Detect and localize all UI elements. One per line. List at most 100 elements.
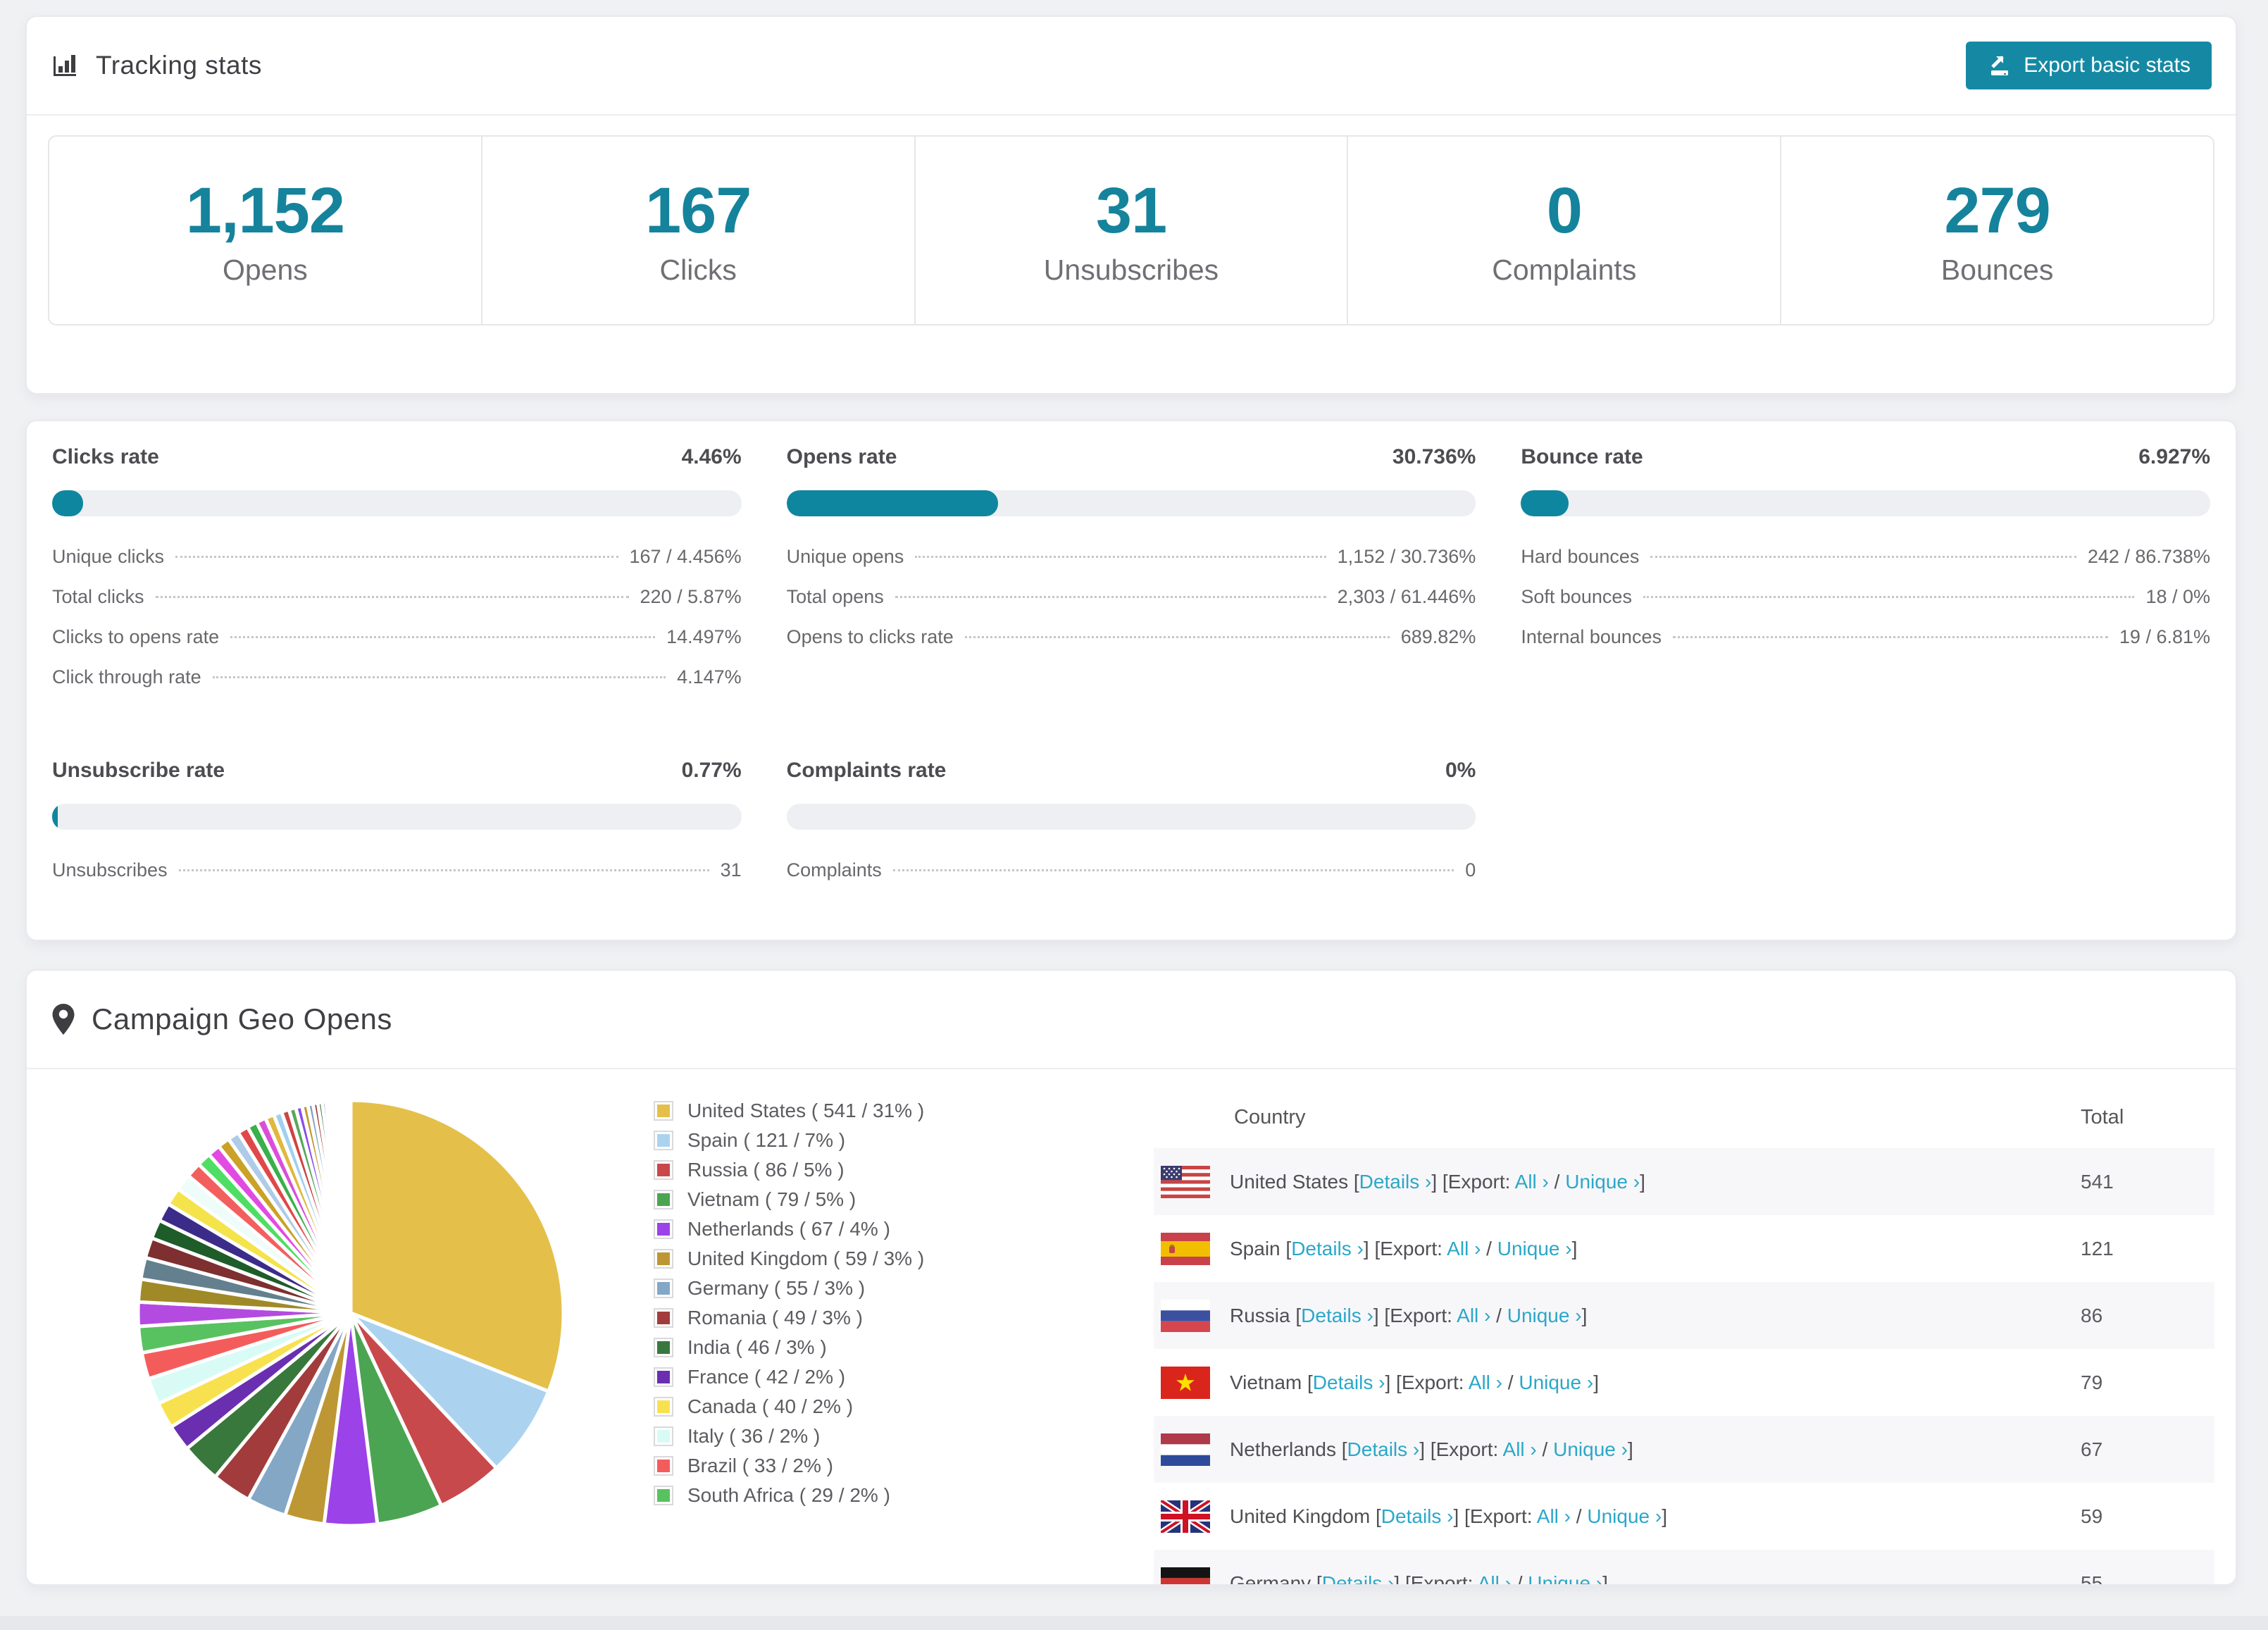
legend-label: Vietnam ( 79 / 5% ) bbox=[687, 1188, 856, 1211]
rate-detail-value: 2,303 / 61.446% bbox=[1338, 586, 1476, 608]
rate-progress-bar bbox=[787, 490, 1476, 516]
stat-label: Clicks bbox=[660, 254, 737, 287]
rate-panel-value: 6.927% bbox=[2138, 445, 2210, 469]
bracket: [ bbox=[1290, 1305, 1302, 1326]
details-link[interactable]: Details › bbox=[1291, 1238, 1364, 1259]
geo-table-row-vn: Vietnam [Details ›] [Export: All › / Uni… bbox=[1154, 1349, 2214, 1416]
legend-swatch bbox=[654, 1160, 673, 1180]
flag-de-icon bbox=[1161, 1567, 1210, 1586]
dotted-leader bbox=[156, 596, 629, 598]
rate-detail-value: 14.497% bbox=[666, 626, 742, 648]
dotted-leader bbox=[230, 636, 655, 638]
export-all-link[interactable]: All › bbox=[1447, 1238, 1481, 1259]
flag-gb-icon bbox=[1161, 1500, 1210, 1533]
rate-detail-label: Complaints bbox=[787, 859, 882, 881]
export-all-link[interactable]: All › bbox=[1478, 1572, 1512, 1586]
country-name: United States bbox=[1230, 1171, 1348, 1193]
bracket: ] bbox=[1640, 1171, 1645, 1193]
legend-label: Brazil ( 33 / 2% ) bbox=[687, 1455, 833, 1477]
rate-detail-value: 1,152 / 30.736% bbox=[1338, 546, 1476, 568]
export-unique-link[interactable]: Unique › bbox=[1587, 1505, 1662, 1527]
geo-row-text: Germany [Details ›] [Export: All › / Uni… bbox=[1230, 1572, 2081, 1586]
geo-table-header-country: Country bbox=[1234, 1106, 2081, 1129]
bracket: ] [Export: bbox=[1431, 1171, 1514, 1193]
export-all-link[interactable]: All › bbox=[1537, 1505, 1571, 1527]
export-all-link[interactable]: All › bbox=[1503, 1438, 1537, 1460]
export-unique-link[interactable]: Unique › bbox=[1528, 1572, 1602, 1586]
geo-table-row-gb: United Kingdom [Details ›] [Export: All … bbox=[1154, 1483, 2214, 1550]
legend-item: Romania ( 49 / 3% ) bbox=[654, 1303, 1048, 1333]
rate-detail-label: Unique clicks bbox=[52, 546, 164, 568]
legend-swatch-color bbox=[657, 1489, 670, 1502]
details-link[interactable]: Details › bbox=[1301, 1305, 1373, 1326]
export-unique-link[interactable]: Unique › bbox=[1565, 1171, 1640, 1193]
export-unique-link[interactable]: Unique › bbox=[1553, 1438, 1628, 1460]
legend-swatch bbox=[654, 1367, 673, 1387]
rate-detail-label: Unsubscribes bbox=[52, 859, 168, 881]
rate-detail-value: 19 / 6.81% bbox=[2119, 626, 2210, 648]
export-unique-link[interactable]: Unique › bbox=[1497, 1238, 1572, 1259]
rate-panel-value: 0% bbox=[1445, 759, 1476, 783]
export-basic-stats-button[interactable]: Export basic stats bbox=[1966, 42, 2212, 89]
legend-swatch-color bbox=[657, 1134, 670, 1147]
rate-detail-value: 220 / 5.87% bbox=[640, 586, 742, 608]
details-link[interactable]: Details › bbox=[1381, 1505, 1454, 1527]
export-unique-link[interactable]: Unique › bbox=[1519, 1371, 1593, 1393]
legend-item: Brazil ( 33 / 2% ) bbox=[654, 1451, 1048, 1481]
geo-table-row-us: United States [Details ›] [Export: All ›… bbox=[1154, 1148, 2214, 1215]
geo-row-text: United Kingdom [Details ›] [Export: All … bbox=[1230, 1505, 2081, 1528]
bracket: ] bbox=[1572, 1238, 1578, 1259]
rate-detail-label: Click through rate bbox=[52, 666, 201, 688]
bracket: ] [Export: bbox=[1419, 1438, 1502, 1460]
export-icon bbox=[1987, 53, 2012, 78]
rate-detail-value: 0 bbox=[1465, 859, 1476, 881]
legend-swatch bbox=[654, 1190, 673, 1209]
stat-label: Complaints bbox=[1492, 254, 1636, 287]
bracket: ] bbox=[1602, 1572, 1608, 1586]
dotted-leader bbox=[213, 676, 666, 678]
details-link[interactable]: Details › bbox=[1322, 1572, 1395, 1586]
campaign-geo-opens-header: Campaign Geo Opens bbox=[27, 971, 2236, 1069]
legend-item: Netherlands ( 67 / 4% ) bbox=[654, 1214, 1048, 1244]
legend-swatch bbox=[654, 1279, 673, 1298]
bracket: ] [Export: bbox=[1385, 1371, 1468, 1393]
country-name: Spain bbox=[1230, 1238, 1281, 1259]
dotted-leader bbox=[965, 636, 1390, 638]
export-all-link[interactable]: All › bbox=[1457, 1305, 1490, 1326]
details-link[interactable]: Details › bbox=[1313, 1371, 1385, 1393]
dotted-leader bbox=[175, 556, 618, 558]
bracket: ] bbox=[1662, 1505, 1667, 1527]
dotted-leader bbox=[179, 869, 709, 871]
rate-panel-value: 4.46% bbox=[682, 445, 742, 469]
bracket: / bbox=[1502, 1371, 1519, 1393]
bracket: [ bbox=[1302, 1371, 1313, 1393]
details-link[interactable]: Details › bbox=[1347, 1438, 1420, 1460]
bracket: [ bbox=[1336, 1438, 1347, 1460]
legend-label: India ( 46 / 3% ) bbox=[687, 1336, 827, 1359]
export-all-link[interactable]: All › bbox=[1469, 1371, 1502, 1393]
page-bottom-band bbox=[0, 1616, 2268, 1630]
rate-detail-label: Internal bounces bbox=[1521, 626, 1662, 648]
export-all-link[interactable]: All › bbox=[1515, 1171, 1549, 1193]
rate-progress-bar bbox=[52, 804, 742, 830]
rate-detail-value: 31 bbox=[721, 859, 742, 881]
export-unique-link[interactable]: Unique › bbox=[1507, 1305, 1582, 1326]
details-link[interactable]: Details › bbox=[1359, 1171, 1432, 1193]
campaign-geo-opens-card: Campaign Geo Opens United States ( 541 /… bbox=[25, 969, 2237, 1586]
legend-label: France ( 42 / 2% ) bbox=[687, 1366, 845, 1388]
flag-vn-icon bbox=[1161, 1367, 1210, 1399]
legend-swatch bbox=[654, 1397, 673, 1417]
geo-row-text: Russia [Details ›] [Export: All › / Uniq… bbox=[1230, 1305, 2081, 1327]
geo-table-row-es: Spain [Details ›] [Export: All › / Uniqu… bbox=[1154, 1215, 2214, 1282]
